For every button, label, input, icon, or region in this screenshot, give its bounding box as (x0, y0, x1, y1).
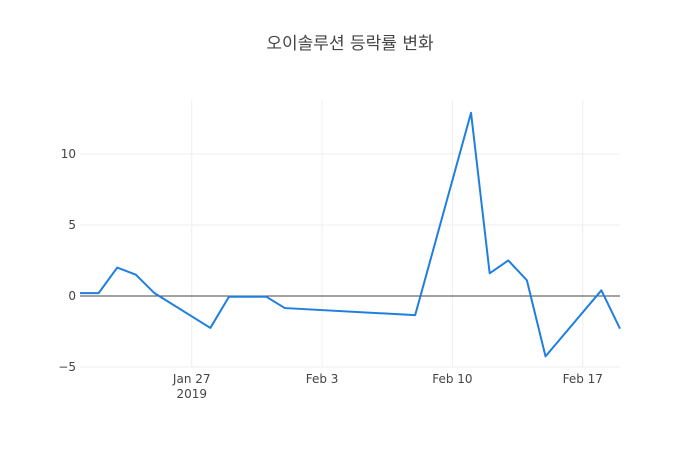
x-tick-label: Feb 3 (306, 372, 339, 386)
data-line (80, 111, 621, 358)
x-tick-label: Feb 10 (432, 372, 472, 386)
y-tick-label: 10 (61, 147, 76, 161)
y-tick-label: 0 (68, 289, 76, 303)
chart-title: 오이솔루션 등락률 변화 (266, 34, 434, 54)
y-tick-label: −5 (58, 360, 76, 374)
y-tick-label: 5 (68, 218, 76, 232)
x-tick-label: Feb 17 (563, 372, 603, 386)
x-tick-label: Jan 27 2019 (172, 372, 211, 401)
